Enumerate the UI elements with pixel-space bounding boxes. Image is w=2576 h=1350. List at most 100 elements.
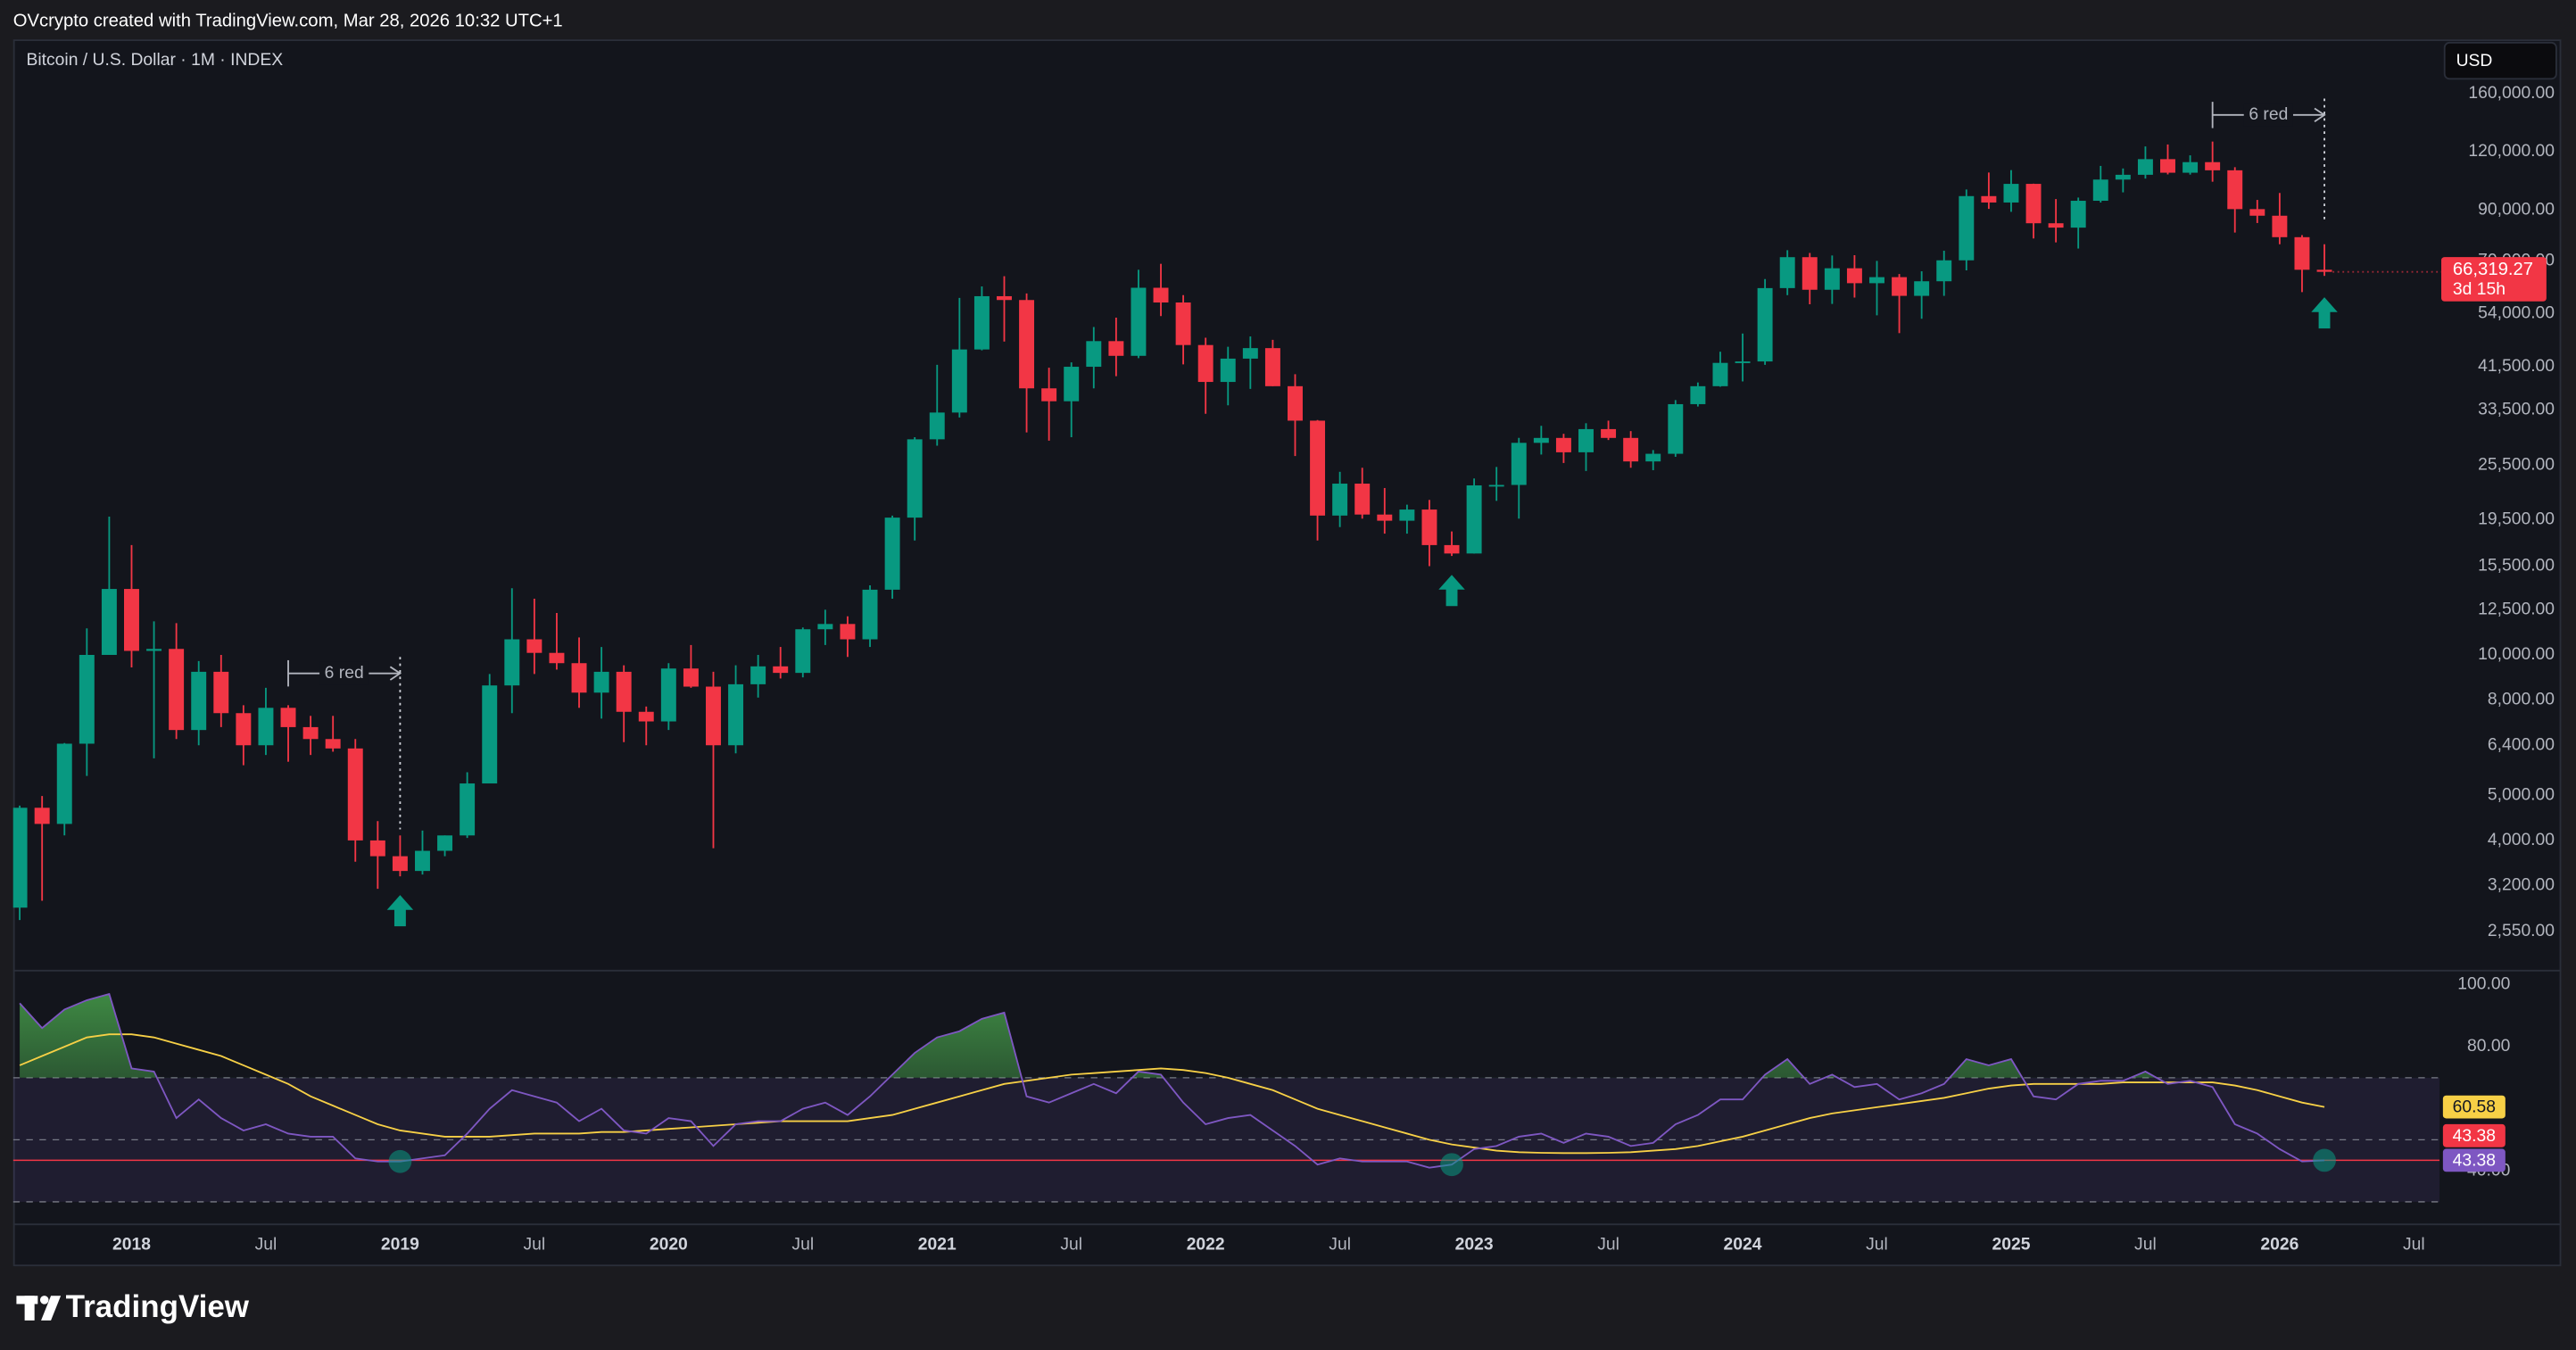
x-tick-label: 2024 [1724, 1235, 1762, 1254]
candle-body [1601, 428, 1617, 438]
annotation-arrow [389, 666, 402, 681]
candle-body [1041, 388, 1057, 402]
y-tick-label: 4,000.00 [2488, 831, 2555, 849]
candle-body [79, 654, 95, 744]
candle-body [2183, 162, 2199, 173]
y-tick-label: 54,000.00 [2478, 303, 2555, 322]
x-tick-label: 2025 [1992, 1235, 2030, 1254]
x-tick-label: 2018 [112, 1235, 151, 1254]
candle-body [1220, 358, 1236, 383]
candle-body [2316, 269, 2332, 272]
signal-arrow [1438, 575, 1465, 607]
candle-body [2025, 184, 2042, 224]
candle-body [1131, 287, 1147, 356]
footer-brand: TradingView [66, 1289, 250, 1324]
candle-body [2115, 174, 2131, 180]
header-text: OVcrypto created with TradingView.com, M… [13, 11, 563, 30]
signal-dot [388, 1149, 412, 1173]
logo-part [24, 1296, 35, 1321]
candle-body [12, 808, 28, 908]
x-tick-label: 2026 [2260, 1235, 2299, 1254]
logo-part [41, 1296, 62, 1321]
x-tick-label: Jul [255, 1235, 277, 1254]
candle-body [862, 589, 878, 640]
x-tick-label: Jul [1866, 1235, 1888, 1254]
candle-body [1533, 437, 1549, 443]
candle-body [302, 726, 319, 740]
x-tick-label: Jul [1329, 1235, 1351, 1254]
candle-body [2249, 209, 2265, 216]
candle-body [280, 708, 296, 727]
candle-body [482, 685, 498, 784]
candle-body [884, 518, 900, 590]
y-tick-label: 25,500.00 [2478, 456, 2555, 475]
candle-body [415, 850, 430, 872]
candle-body [1019, 300, 1035, 389]
candle-body [1377, 514, 1393, 521]
candle-body [2160, 159, 2175, 173]
candle-body [1959, 195, 1975, 261]
candle-body [1108, 341, 1124, 356]
annotation-bg [2243, 103, 2293, 127]
price-pane: 6 red 6 red [12, 98, 2338, 927]
candle-body [1310, 420, 1326, 516]
candle-body [1399, 509, 1415, 521]
value-tag [2442, 1148, 2506, 1172]
candle-body [773, 666, 789, 674]
rsi-tick-label: 80.00 [2467, 1037, 2510, 1056]
candle-body [1869, 277, 1884, 284]
annotation-arrow [2314, 107, 2326, 122]
candle-body [1488, 485, 1504, 487]
x-tick-label: Jul [791, 1235, 814, 1254]
value-tag-label: 60.58 [2453, 1098, 2496, 1117]
x-tick-label: Jul [2403, 1235, 2425, 1254]
candle-body [706, 686, 721, 746]
candle-body [1668, 403, 1684, 454]
candle-body [392, 856, 408, 872]
candle-body [2137, 159, 2153, 175]
x-tick-label: Jul [1060, 1235, 1082, 1254]
annotation-text: 6 red [325, 664, 364, 683]
signal-dot [1440, 1153, 1463, 1177]
candle-body [1981, 195, 1997, 203]
candle-body [1354, 484, 1371, 515]
candle-body [1555, 437, 1571, 452]
candle-body [146, 649, 162, 651]
currency-button[interactable] [2443, 41, 2557, 80]
candle-body [124, 589, 139, 651]
currency-label[interactable]: USD [2456, 52, 2493, 70]
candle-body [101, 589, 117, 655]
candle-body [1288, 385, 1303, 421]
candle-body [951, 349, 967, 413]
candle-body [1242, 348, 1258, 359]
rsi-pane [12, 992, 2440, 1203]
x-tick-label: 2021 [918, 1235, 957, 1254]
y-tick-label: 8,000.00 [2488, 691, 2555, 709]
candle-body [369, 840, 385, 857]
candle-body [258, 708, 274, 746]
candle-body [1175, 302, 1191, 345]
signal-arrow [2311, 297, 2338, 329]
signal-arrow [386, 895, 414, 927]
candle-body [1623, 437, 1639, 462]
logo-part [39, 1296, 49, 1304]
candle-body [2003, 184, 2019, 203]
candle-body [213, 671, 229, 714]
candle-body [1332, 484, 1348, 516]
candle-body [236, 713, 252, 746]
candle-body [1757, 287, 1773, 362]
x-tick-label: 2020 [650, 1235, 688, 1254]
rsi-line [19, 1033, 2325, 1155]
value-tag-label: 43.38 [2453, 1151, 2496, 1170]
annotation-text: 6 red [2249, 105, 2288, 124]
candle-body [1690, 385, 1706, 404]
candle-body [1153, 287, 1169, 303]
candle-body [683, 668, 699, 687]
candle-body [2048, 223, 2064, 228]
candle-body [1264, 348, 1280, 386]
y-tick-label: 3,200.00 [2488, 876, 2555, 895]
y-tick-label: 160,000.00 [2468, 84, 2555, 103]
candle-body [1466, 485, 1482, 554]
y-tick-label: 12,500.00 [2478, 600, 2555, 618]
